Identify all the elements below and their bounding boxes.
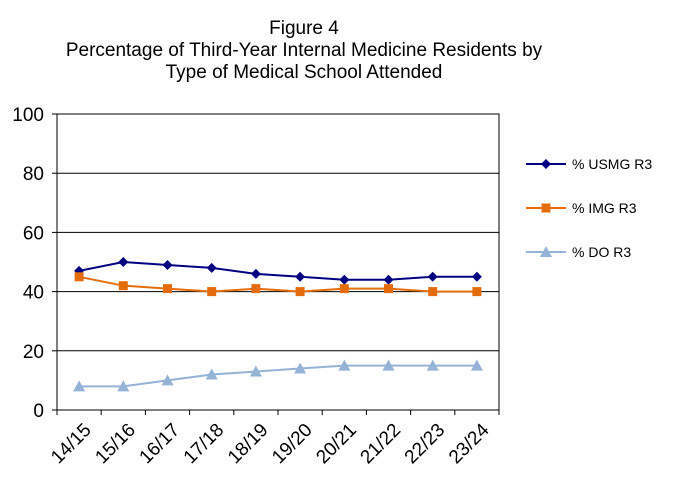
x-tick-label-17-18: 17/18: [180, 420, 228, 468]
data-point-usmg-9: [471, 271, 482, 282]
data-point-do-7: [382, 359, 395, 371]
x-tick-label-16-17: 16/17: [136, 420, 184, 468]
data-point-do-0: [73, 380, 86, 392]
data-point-usmg-5: [295, 271, 306, 282]
x-tick-label-19-20: 19/20: [268, 420, 316, 468]
y-tick-label-0: 0: [33, 401, 44, 422]
data-point-do-5: [294, 362, 307, 374]
x-tick-label-23-24: 23/24: [445, 419, 494, 468]
legend-marker-usmg: [541, 159, 551, 169]
x-tick-label-14-15: 14/15: [47, 420, 95, 468]
data-point-img-9: [472, 287, 482, 297]
x-tick-label-18-19: 18/19: [224, 420, 272, 468]
data-point-img-6: [339, 284, 349, 294]
data-point-usmg-3: [206, 262, 217, 273]
chart-subtitle-line-1: Percentage of Third-Year Internal Medici…: [65, 40, 543, 61]
series-line-usmg: [78, 260, 477, 281]
chart-subtitle-line-2: Type of Medical School Attended: [165, 62, 443, 83]
legend-swatch-img: [526, 203, 566, 213]
data-point-img-5: [295, 287, 305, 297]
legend-label-do: % DO R3: [572, 244, 632, 260]
y-tick-label-100: 100: [12, 105, 44, 126]
x-tick-label-22-23: 22/23: [401, 420, 449, 468]
x-tick-label-21-22: 21/22: [357, 420, 405, 468]
y-tick-label-20: 20: [23, 342, 44, 363]
data-point-img-8: [428, 287, 438, 297]
y-tick-label-60: 60: [23, 223, 44, 244]
data-point-do-8: [426, 359, 439, 371]
data-point-usmg-8: [427, 271, 438, 282]
data-point-usmg-1: [118, 257, 129, 267]
data-point-usmg-7: [383, 274, 394, 285]
series-line-img: [78, 275, 477, 293]
data-point-do-3: [205, 368, 218, 380]
legend-label-img: % IMG R3: [572, 200, 637, 216]
data-point-img-4: [251, 284, 261, 294]
legend-swatch-usmg: [526, 159, 566, 169]
data-point-img-1: [118, 281, 128, 291]
y-tick-label-80: 80: [23, 164, 44, 185]
legend-label-usmg: % USMG R3: [572, 156, 653, 172]
chart-legend: % USMG R3 % IMG R3 % DO R3: [524, 142, 652, 274]
data-point-usmg-6: [339, 274, 350, 285]
data-point-img-2: [163, 284, 172, 294]
data-point-usmg-4: [250, 268, 261, 279]
data-point-img-7: [384, 284, 393, 294]
legend-item-img: % IMG R3: [524, 186, 652, 230]
chart-title-block: Figure 4 Percentage of Third-Year Intern…: [0, 18, 608, 84]
x-tick-label-20-21: 20/21: [312, 420, 360, 468]
chart-title: Figure 4: [269, 18, 339, 39]
legend-marker-img: [541, 203, 551, 213]
data-point-do-9: [470, 359, 483, 371]
x-tick-label-15-16: 15/16: [91, 420, 139, 468]
data-point-do-6: [338, 359, 351, 371]
legend-item-usmg: % USMG R3: [524, 142, 652, 186]
legend-swatch-do: [526, 246, 566, 257]
legend-marker-do: [540, 246, 552, 257]
legend-item-do: % DO R3: [524, 230, 652, 274]
data-point-do-1: [117, 380, 130, 392]
series-line-do: [79, 364, 477, 388]
data-point-img-3: [207, 287, 217, 297]
data-point-do-4: [249, 365, 262, 377]
y-tick-label-40: 40: [23, 283, 44, 304]
data-point-usmg-2: [162, 259, 173, 270]
data-point-img-0: [74, 272, 84, 282]
data-point-do-2: [161, 374, 174, 386]
